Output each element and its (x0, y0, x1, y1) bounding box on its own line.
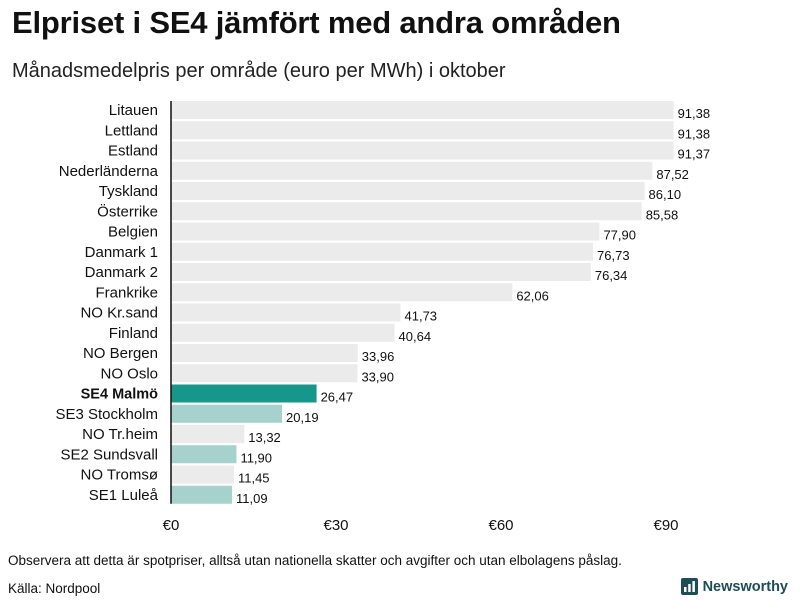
value-label: 91,38 (678, 106, 711, 121)
bar (171, 141, 674, 160)
bar (171, 202, 642, 221)
bar (171, 344, 358, 362)
x-tick-label: €90 (653, 517, 678, 534)
category-label: Finland (109, 325, 158, 342)
value-label: 13,32 (248, 430, 281, 445)
value-label: 33,90 (361, 369, 394, 384)
category-label: Nederländerna (59, 163, 159, 180)
bar (171, 445, 237, 464)
value-label: 20,19 (286, 410, 319, 425)
category-label: Danmark 2 (85, 264, 158, 281)
x-tick-label: €30 (323, 517, 348, 534)
bar-chart: Litauen 91,38 Lettland 91,38 Estland 91,37 Ned… (55, 101, 711, 534)
category-label: NO Oslo (100, 365, 158, 382)
bar (171, 364, 358, 383)
bar (171, 485, 232, 504)
chart-title: Elpriset i SE4 jämfört med andra områden (12, 5, 621, 40)
bar (171, 161, 653, 180)
x-tick-label: €60 (488, 517, 513, 534)
value-label: 62,06 (516, 288, 549, 303)
bar (171, 404, 283, 423)
category-label: Belgien (108, 224, 158, 241)
category-label: SE4 Malmö (81, 387, 158, 403)
bar (171, 121, 674, 140)
value-label: 11,09 (236, 491, 268, 506)
value-label: 91,38 (678, 126, 711, 141)
category-label: NO Kr.sand (80, 305, 158, 322)
chart-subtitle: Månadsmedelpris per område (euro per MWh… (12, 60, 506, 82)
value-label: 85,58 (646, 207, 679, 222)
source-credit: Källa: Nordpool (8, 581, 101, 596)
category-label: NO Tromsø (81, 467, 159, 484)
category-label: Österrike (97, 202, 158, 220)
footnote: Observera att detta är spotpriser, allts… (8, 553, 622, 568)
brand-logo[interactable]: Newsworthy (680, 578, 788, 595)
bar (171, 303, 401, 322)
bar (171, 465, 234, 484)
value-label: 91,37 (678, 147, 711, 162)
value-label: 40,64 (399, 329, 432, 344)
bar (171, 182, 645, 200)
category-label: SE2 Sundsvall (60, 446, 158, 463)
category-label: Frankrike (95, 284, 158, 301)
value-label: 33,96 (362, 349, 395, 364)
bar (171, 222, 600, 241)
bar (171, 263, 591, 281)
value-label: 87,52 (656, 167, 689, 182)
brand-name: Newsworthy (702, 578, 788, 595)
value-label: 26,47 (321, 390, 354, 405)
bar-chart-icon (680, 578, 698, 595)
category-label: Tyskland (99, 183, 158, 200)
value-label: 77,90 (603, 228, 636, 243)
category-label: SE1 Luleå (89, 487, 159, 504)
category-label: Lettland (105, 122, 158, 139)
bar (171, 101, 674, 119)
category-label: Litauen (109, 102, 158, 119)
bar (171, 323, 395, 342)
bar (171, 283, 513, 302)
x-tick-label: €0 (163, 517, 180, 534)
value-label: 11,45 (238, 471, 270, 486)
category-label: NO Tr.heim (82, 426, 158, 443)
value-label: 76,73 (597, 248, 630, 263)
category-label: Danmark 1 (85, 244, 158, 261)
bar (171, 425, 245, 443)
bar (171, 242, 594, 261)
value-label: 11,90 (240, 450, 272, 465)
category-label: SE3 Stockholm (55, 406, 158, 423)
category-label: NO Bergen (83, 345, 158, 362)
bar (171, 384, 317, 403)
value-label: 76,34 (595, 268, 628, 283)
value-label: 86,10 (649, 187, 682, 202)
category-label: Estland (108, 143, 158, 160)
value-label: 41,73 (405, 309, 438, 324)
